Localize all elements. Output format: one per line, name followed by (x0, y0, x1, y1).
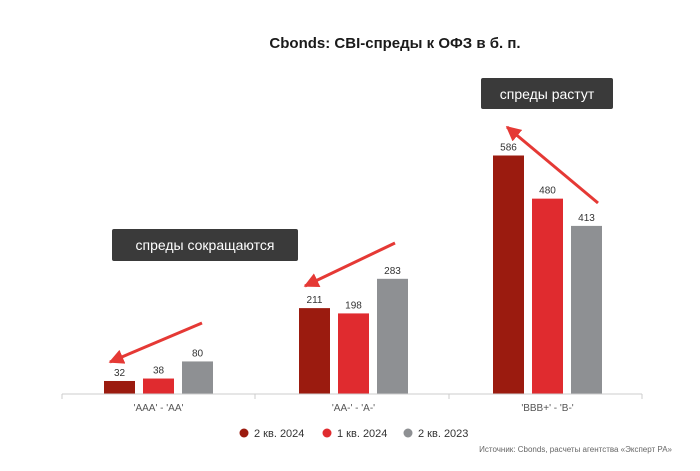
legend-label: 1 кв. 2024 (337, 428, 387, 440)
annotation-bg (481, 78, 613, 109)
annotation-bg (112, 229, 298, 261)
bar-1-series-1 (104, 380, 135, 394)
value-label-3-series-3: 413 (578, 213, 595, 224)
legend-swatch (403, 428, 413, 438)
annotation-spreads-growing: спреды растут (481, 78, 613, 109)
value-label-2-series-3: 283 (384, 266, 401, 277)
legend-item-3: 2 кв. 2023 (403, 428, 468, 440)
bar-3-series-3 (571, 225, 602, 394)
value-label-3-series-2: 480 (539, 186, 556, 197)
trend-arrow-3 (505, 125, 599, 205)
chart-title: Cbonds: CBI-спреды к ОФЗ в б. п. (269, 35, 520, 52)
annotation-text: спреды сокращаются (136, 237, 275, 253)
value-label-2-series-2: 198 (345, 300, 362, 311)
bar-3-series-1 (493, 155, 524, 394)
annotation-spreads-narrowing: спреды сокращаются (112, 229, 298, 261)
value-label-1-series-3: 80 (192, 348, 204, 359)
trend-arrow-1 (108, 321, 203, 364)
bar-2-series-3 (377, 278, 408, 394)
legend-swatch (239, 428, 249, 438)
source-note: Источник: Cbonds, расчеты агентства «Экс… (479, 445, 672, 454)
legend-label: 2 кв. 2023 (418, 428, 468, 440)
value-label-1-series-1: 32 (114, 368, 126, 379)
category-labels-layer: 'AAA' - 'AA' 'AA-' - 'A-' 'BBB+' - 'B-' (134, 403, 574, 414)
value-label-3-series-1: 586 (500, 142, 517, 153)
bars-layer (104, 155, 602, 394)
category-label-3: 'BBB+' - 'B-' (521, 403, 573, 414)
bar-1-series-3 (182, 361, 213, 394)
trend-arrow-2 (303, 241, 396, 288)
legend: 2 кв. 2024 1 кв. 2024 2 кв. 2023 (239, 428, 468, 440)
category-label-2: 'AA-' - 'A-' (332, 403, 375, 414)
category-label-1: 'AAA' - 'AA' (134, 403, 184, 414)
legend-swatch (322, 428, 332, 438)
value-labels-layer: 32 38 80 211 198 283 586 480 413 (114, 142, 595, 378)
legend-label: 2 кв. 2024 (254, 428, 304, 440)
bar-2-series-2 (338, 313, 369, 394)
legend-item-1: 2 кв. 2024 (239, 428, 304, 440)
legend-item-2: 1 кв. 2024 (322, 428, 387, 440)
value-label-1-series-2: 38 (153, 366, 165, 377)
bar-2-series-1 (299, 308, 330, 394)
bar-1-series-2 (143, 378, 174, 394)
value-label-2-series-1: 211 (307, 295, 323, 306)
annotation-text: спреды растут (500, 86, 595, 102)
bar-3-series-2 (532, 198, 563, 394)
